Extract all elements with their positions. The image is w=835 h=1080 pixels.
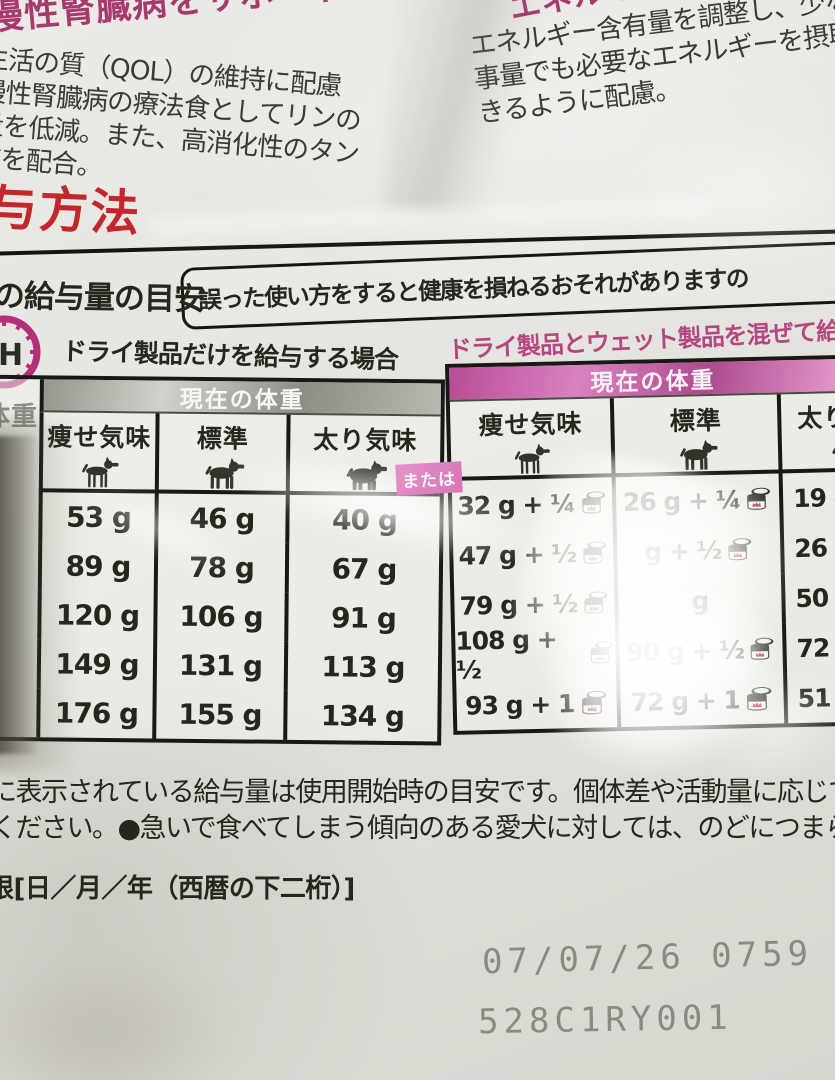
can-icon [583,541,606,564]
table-cell-empty [0,540,38,590]
table-cell: 47 g + ½ [453,527,614,581]
table-cell: 108 g + ½ [455,625,616,685]
column-header-standard: 標準 [609,394,779,478]
column-header-standard: 標準 [154,413,287,495]
can-icon [581,491,605,514]
table-cell-empty [0,687,37,737]
table-cell: 91 g [284,592,439,644]
dog-icon-standard [679,439,718,471]
table-cell: 106 g [153,591,285,642]
can-icon [747,487,771,510]
dog-icon-thin [514,443,550,474]
table-cell-empty [0,638,37,688]
table-cell: 149 g [36,639,154,690]
can-icon [590,641,614,664]
expiry-format-label: 限[日／月／年（西暦の下二桁）] [0,874,355,904]
table-cell: 79 g + ½ [454,577,615,631]
table-cell: 53 g [38,492,155,543]
table-cell: 89 g [37,541,155,592]
can-icon [581,690,606,715]
table-cell: 113 g [283,641,439,693]
table-cell: 51 g [783,670,835,724]
table-cell-empty [0,411,40,492]
table-cell: 90 g + ½ [615,623,784,678]
kidney-support-heading: 慢性腎臓病をサポート [0,0,349,39]
table-cell: 19 g [778,470,835,524]
table-cell: 26 g + ¼ [611,473,780,528]
table-cell: 120 g [37,590,154,641]
column-header-thin: 痩せ気味 [38,412,156,494]
column-header-thin: 痩せ気味 [449,398,612,481]
mix-feeding-table: 現在の体重 痩せ気味 標準 太り気味 [445,353,835,735]
table-cell: 78 g [153,542,286,593]
lot-stamp: 528C1RY001 [477,997,734,1043]
can-icon [584,591,608,614]
column-header-chubby: 太り気味 [776,391,835,474]
dog-icon-thin [82,456,119,488]
table-cell: g [613,573,782,628]
feeding-method-heading: 与方法 [0,178,143,243]
table-cell: 32 g + ¼ [452,477,613,531]
table-cell-empty [0,589,38,639]
table-cell: 72 g [781,620,835,674]
or-badge: または [395,461,463,496]
table-cell: 40 g [285,494,440,546]
dry-feeding-table: 現在の体重 痩せ気味 標準 太り気味 [0,374,445,746]
notes-line: に表示されている給与量は使用開始時の目安です。個体差や活動量に応じて [0,777,835,808]
table-cell: g + ½ [612,523,781,578]
table-cell: 46 g [154,493,286,544]
clock-letter: H [0,338,23,373]
can-icon [750,637,774,660]
warning-text: 誤った使い方をすると健康を損ねるおそれがありますの [197,264,749,315]
table-cell-empty [0,491,39,541]
can-icon [746,687,772,711]
table-cell: 72 g + 1 [616,673,785,728]
table-cell-empty [0,378,40,412]
can-icon [728,538,752,561]
table-cell: 131 g [152,640,285,691]
dog-icon-chubby [832,445,835,454]
current-weight-header: 現在の体重 [39,379,441,417]
table-cell: 26 g [779,520,835,574]
notes-line: ください。●急いで食べてしまう傾向のある愛犬に対しては、のどにつまらせ [0,813,835,844]
table-cell: 67 g [284,543,440,595]
dog-icon-chubby [346,460,387,491]
dog-icon-standard [205,458,244,489]
table-cell: 155 g [152,689,284,740]
table-cell: 93 g + 1 [456,677,617,731]
table-cell: 50 g [780,570,835,624]
table-cell: 176 g [36,688,153,739]
table-cell: 134 g [283,690,438,742]
